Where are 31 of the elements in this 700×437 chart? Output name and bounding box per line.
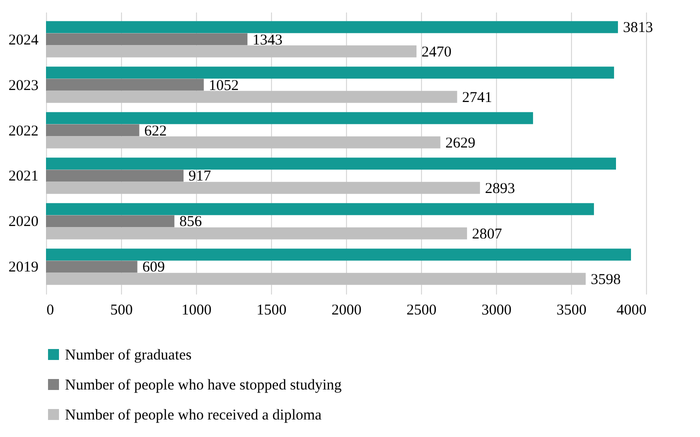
data-label: 3813: [622, 20, 653, 36]
legend-label: Number of people who have stopped studying: [65, 378, 342, 394]
y-tick-label: 2019: [8, 260, 38, 276]
data-label: 3598: [590, 272, 621, 288]
legend-label: Number of graduates: [65, 348, 192, 364]
y-tick-label: 2024: [8, 32, 39, 48]
x-tick-label: 2500: [406, 302, 436, 318]
data-label: 1343: [252, 32, 282, 48]
y-tick-label: 2022: [8, 123, 38, 140]
data-label: 2807: [472, 226, 503, 242]
y-tick-label: 2023: [8, 78, 38, 94]
y-tick-label: 2020: [8, 214, 38, 230]
x-tick-label: 500: [110, 302, 133, 318]
data-label: 917: [188, 168, 212, 185]
x-tick-label: 4000: [616, 302, 646, 318]
y-tick-label: 2021: [8, 168, 38, 185]
data-label: 2629: [445, 135, 476, 152]
data-label: 2470: [422, 44, 452, 60]
x-tick-label: 0: [46, 302, 54, 318]
data-label: 2893: [484, 180, 515, 197]
x-tick-label: 1500: [256, 302, 286, 318]
x-tick-label: 1000: [182, 302, 212, 318]
legend-label: Number of people who received a diploma: [65, 408, 322, 424]
x-tick-label: 2000: [332, 302, 362, 318]
x-tick-label: 3500: [556, 302, 586, 318]
data-label: 609: [142, 260, 165, 276]
data-label: 1052: [208, 78, 239, 94]
data-label: 856: [179, 214, 202, 230]
data-label: 2741: [462, 90, 492, 106]
x-tick-label: 3000: [482, 302, 512, 318]
data-label: 622: [144, 123, 167, 140]
